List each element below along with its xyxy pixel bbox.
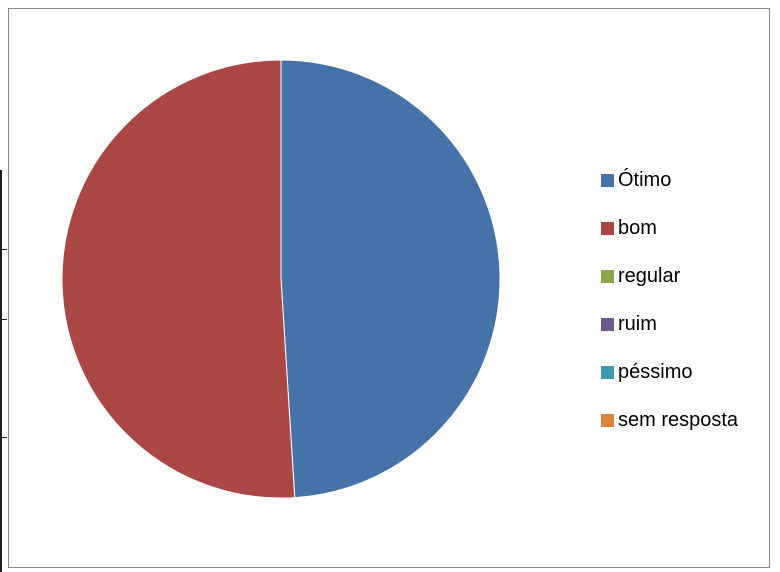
sheet-row-tick (0, 249, 7, 250)
legend-label: Ótimo (618, 169, 672, 191)
pie-slice-bom (61, 59, 296, 499)
legend-swatch (601, 365, 614, 379)
chart-legend: Ótimo bom regular ruim péssimo sem resposta (601, 156, 776, 444)
pie-slice-otimo (280, 59, 501, 499)
legend-item-otimo: Ótimo (601, 156, 776, 204)
legend-label: regular (618, 265, 681, 287)
legend-item-bom: bom (601, 204, 776, 252)
legend-item-pessimo: péssimo (601, 348, 776, 396)
legend-label: bom (618, 217, 657, 239)
legend-swatch (601, 173, 614, 187)
sheet-row-tick (0, 437, 7, 438)
legend-label: péssimo (618, 361, 693, 383)
legend-item-sem-resposta: sem resposta (601, 396, 776, 444)
legend-swatch (601, 413, 614, 427)
legend-label: ruim (618, 313, 657, 335)
sheet-row-tick (0, 319, 7, 320)
legend-swatch (601, 221, 614, 235)
legend-item-ruim: ruim (601, 300, 776, 348)
legend-swatch (601, 317, 614, 331)
legend-swatch (601, 269, 614, 283)
legend-item-regular: regular (601, 252, 776, 300)
pie-slices (61, 59, 501, 499)
legend-label: sem resposta (618, 409, 739, 431)
sheet-left-edge (0, 170, 2, 572)
